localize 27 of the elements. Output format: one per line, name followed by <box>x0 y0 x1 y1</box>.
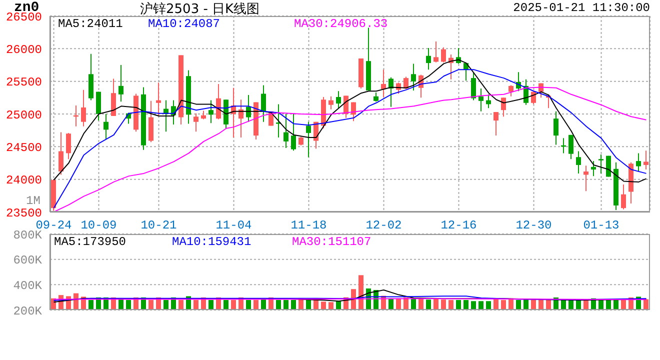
y-tick-label: 23500 <box>6 206 42 220</box>
text: MA5:24011 <box>58 17 123 31</box>
x-tick-label: 12-30 <box>516 218 552 233</box>
y-tick-label: 800K <box>13 228 43 242</box>
x-tick-label: 12-02 <box>366 218 402 233</box>
y-tick-label: 24500 <box>6 140 42 155</box>
x-tick-label: 11-18 <box>290 218 327 233</box>
x-tick-label: 11-04 <box>216 218 252 233</box>
y-tick-label: 25000 <box>6 108 42 122</box>
chart-title: 沪锌2503 - 日K线图 <box>140 1 260 18</box>
y-tick-label: 25500 <box>6 76 42 90</box>
x-tick-label: 10-09 <box>80 218 117 233</box>
text: 2025-01-21 11:30:00 <box>513 1 650 15</box>
y-tick-label: 26000 <box>6 42 42 57</box>
x-tick-label: 10-21 <box>140 218 177 233</box>
x-tick-label: 12-16 <box>440 218 477 233</box>
text: 1M <box>26 194 40 208</box>
x-tick-label: 01-13 <box>583 218 620 233</box>
y-tick-label: 24000 <box>6 174 42 188</box>
y-tick-label: 200K <box>13 304 43 318</box>
y-tick-label: 400K <box>13 278 43 293</box>
text: MA30:151107 <box>292 235 372 249</box>
text: MA5:173950 <box>54 235 126 249</box>
text: MA10:24087 <box>148 17 220 31</box>
y-tick-label: 600K <box>13 254 43 268</box>
text: MA10:159431 <box>172 235 252 249</box>
text: MA30:24906.33 <box>294 17 388 31</box>
